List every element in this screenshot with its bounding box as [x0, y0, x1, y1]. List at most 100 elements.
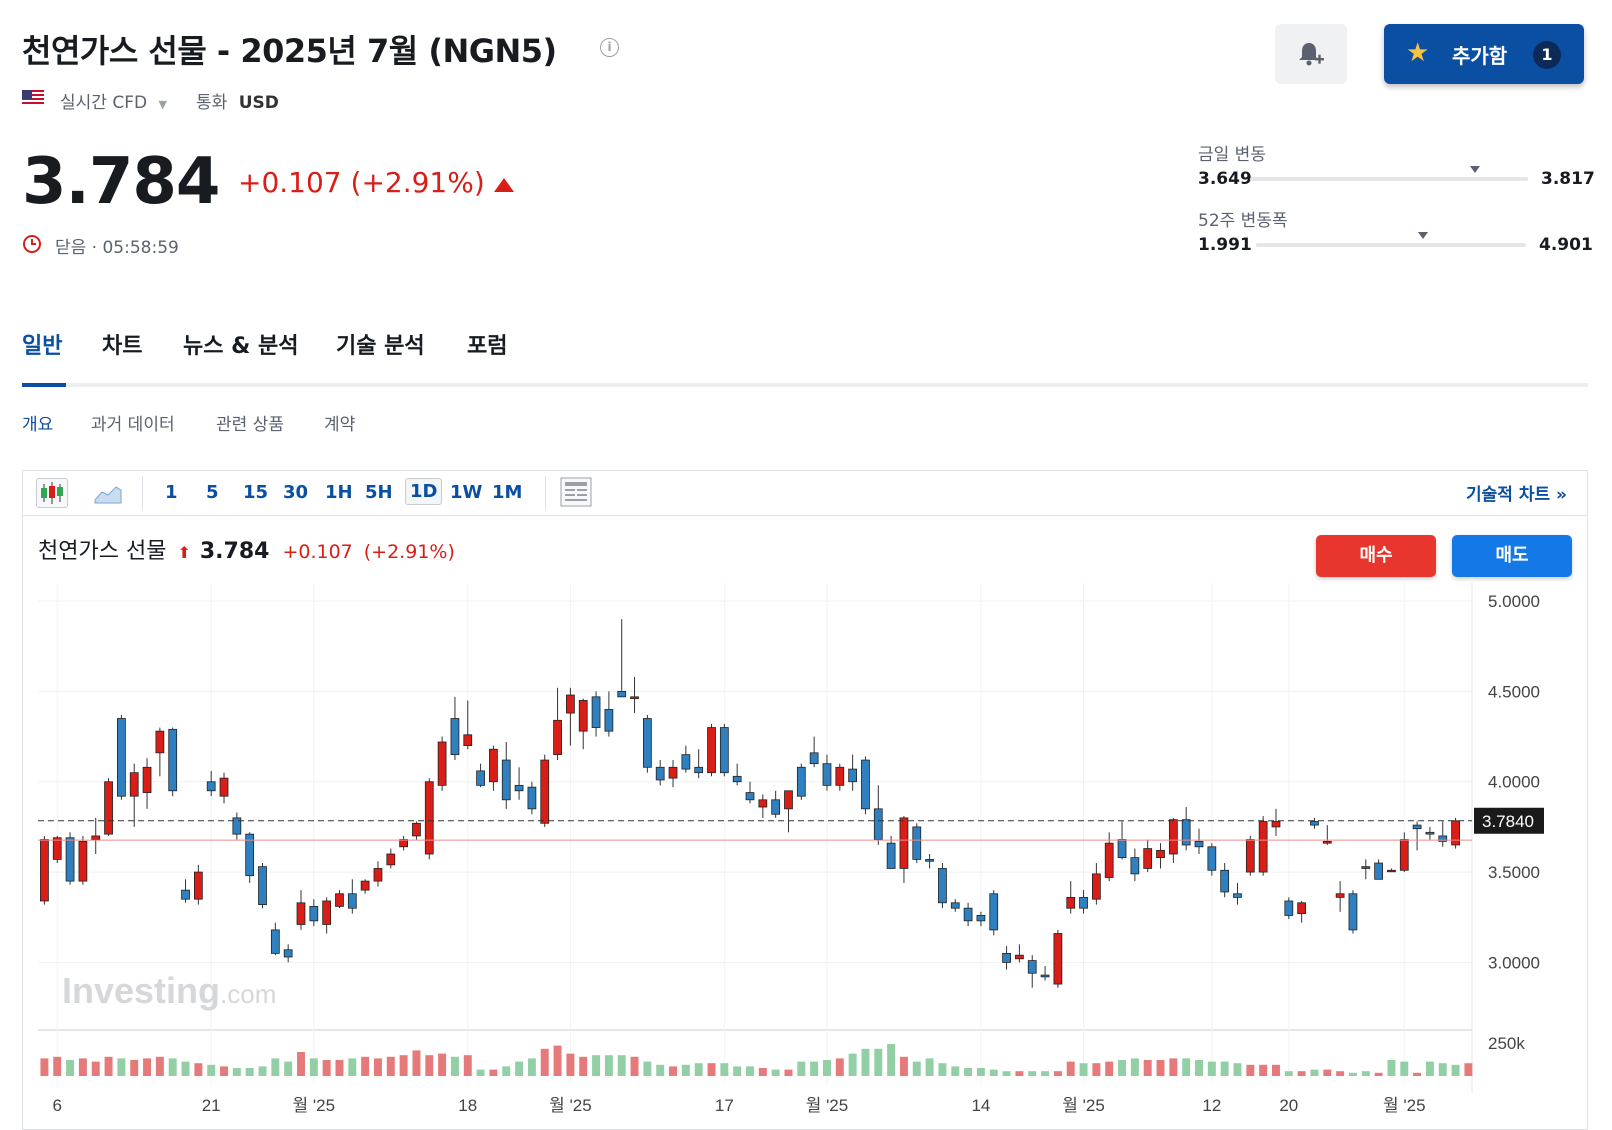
candle-body: [476, 770, 485, 786]
candle-body: [707, 727, 716, 774]
realtime-cfd-selector[interactable]: 실시간 CFD ▼: [60, 88, 167, 113]
candle-body: [950, 902, 960, 909]
volume-bar: [232, 1068, 241, 1076]
volume-bar: [925, 1058, 934, 1076]
volume-bar: [1156, 1060, 1165, 1076]
page-title: 천연가스 선물 - 2025년 7월 (NGN5): [22, 32, 557, 70]
technical-chart-link[interactable]: 기술적 차트 »: [1466, 485, 1568, 505]
candle-body: [527, 786, 537, 810]
candle-body: [514, 784, 524, 792]
subtab-related[interactable]: 관련 상품: [216, 415, 284, 435]
candle-body: [155, 730, 165, 754]
add-label: 추가함: [1452, 44, 1508, 68]
day-low: 3.649: [1198, 169, 1252, 189]
candle-body: [129, 772, 139, 797]
currency-info: 통화 USD: [196, 88, 279, 113]
candle-body: [1207, 846, 1217, 871]
week52-low: 1.991: [1198, 235, 1252, 255]
tab-technical[interactable]: 기술 분석: [336, 334, 425, 359]
subtab-historical-data[interactable]: 과거 데이터: [91, 415, 175, 435]
candlestick-chart[interactable]: 5.0000 4.5000 4.0000 3.5000 3.0000 Investing…: [22, 583, 1588, 1123]
price-change: +0.107 (+2.91%): [238, 166, 485, 199]
volume-bar: [297, 1052, 305, 1076]
x-tick-label: 18: [458, 1096, 477, 1115]
candle-body: [694, 766, 704, 774]
x-tick-label: 20: [1279, 1096, 1298, 1115]
candle-body: [912, 826, 922, 860]
volume-bar: [733, 1066, 742, 1076]
x-tick-label: 월 '25: [806, 1096, 849, 1115]
tab-forum[interactable]: 포럼: [467, 334, 508, 359]
volume-bar: [553, 1045, 562, 1076]
volume-bar: [835, 1058, 844, 1076]
star-icon: ★: [1406, 38, 1430, 68]
volume-bar: [91, 1061, 100, 1076]
tab-overview[interactable]: 일반: [22, 334, 63, 359]
candle-body: [668, 766, 678, 779]
volume-bar: [425, 1055, 434, 1076]
volume-bar: [707, 1063, 716, 1076]
toolbar-separator: [142, 476, 143, 510]
volume-bar: [463, 1055, 472, 1076]
timeframe-1d[interactable]: 1D: [405, 478, 443, 505]
volume-bar: [656, 1064, 665, 1076]
volume-bar: [66, 1060, 75, 1076]
area-chart-icon[interactable]: [94, 482, 122, 504]
volume-bar: [1284, 1071, 1293, 1076]
volume-bar: [284, 1061, 293, 1076]
timeframe-1m[interactable]: 1M: [492, 482, 523, 503]
timeframe-1[interactable]: 1: [165, 482, 178, 503]
timeframe-30[interactable]: 30: [283, 482, 309, 503]
timeframe-15[interactable]: 15: [243, 482, 269, 503]
candle-body: [630, 696, 639, 700]
volume-bar: [797, 1061, 806, 1076]
volume-bar: [527, 1058, 536, 1076]
volume-bar: [386, 1056, 395, 1076]
info-icon[interactable]: i: [600, 38, 619, 57]
candle-body: [296, 902, 306, 925]
candlestick-type-button[interactable]: [36, 478, 68, 508]
candle-body: [1220, 869, 1230, 893]
volume-bar: [1105, 1061, 1114, 1076]
caret-down-icon: ▼: [158, 98, 167, 111]
candles: [40, 619, 1460, 988]
volume-bar: [1464, 1063, 1473, 1076]
subtab-summary[interactable]: 개요: [22, 415, 54, 435]
volume-bar: [258, 1066, 267, 1076]
create-alert-button[interactable]: [1275, 24, 1347, 84]
timeframe-5h[interactable]: 5H: [365, 482, 393, 503]
buy-button[interactable]: 매수: [1316, 535, 1436, 577]
y-tick-label: 3.0000: [1488, 953, 1540, 972]
candle-body: [1438, 835, 1448, 842]
volume-bar: [515, 1061, 524, 1076]
news-layout-icon[interactable]: [560, 477, 592, 507]
volume-bar: [194, 1063, 203, 1076]
candle-body: [540, 759, 550, 824]
candle-body: [386, 853, 396, 866]
candle-body: [1335, 893, 1345, 898]
tab-chart[interactable]: 차트: [102, 334, 143, 359]
volume-bar: [117, 1058, 126, 1076]
candle-body: [809, 752, 819, 765]
timeframe-1w[interactable]: 1W: [450, 482, 483, 503]
tab-news-analysis[interactable]: 뉴스 & 분석: [183, 334, 299, 359]
sell-button[interactable]: 매도: [1452, 535, 1572, 577]
candle-body: [1015, 954, 1024, 960]
timeframe-1h[interactable]: 1H: [325, 482, 353, 503]
candle-body: [1361, 866, 1371, 869]
x-tick-label: 14: [971, 1096, 990, 1115]
candle-body: [347, 893, 357, 909]
volume-bar: [604, 1055, 613, 1076]
subtab-contract[interactable]: 계약: [324, 415, 356, 435]
last-price: 3.784: [22, 145, 220, 219]
volume-bar: [810, 1061, 819, 1076]
add-to-watchlist-button[interactable]: ★ 추가함 1: [1384, 24, 1584, 84]
chart-price: 3.784: [199, 539, 270, 564]
volume-bar: [1259, 1064, 1268, 1076]
candle-body: [1168, 819, 1178, 855]
watchlist-count-badge: 1: [1533, 41, 1561, 69]
timeframe-5[interactable]: 5: [206, 482, 219, 503]
week52-high: 4.901: [1539, 235, 1593, 255]
volume-bar: [1002, 1071, 1011, 1076]
volume-bar: [1041, 1071, 1050, 1076]
